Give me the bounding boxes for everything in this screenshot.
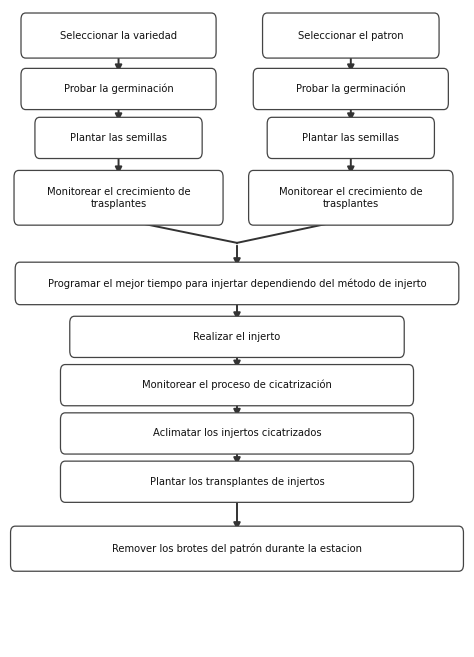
Text: Probar la germinación: Probar la germinación — [64, 83, 173, 94]
Text: Realizar el injerto: Realizar el injerto — [193, 332, 281, 342]
FancyBboxPatch shape — [248, 170, 453, 225]
Text: Monitorear el crecimiento de
trasplantes: Monitorear el crecimiento de trasplantes — [279, 187, 423, 208]
FancyBboxPatch shape — [15, 262, 459, 305]
FancyBboxPatch shape — [263, 13, 439, 58]
FancyBboxPatch shape — [35, 118, 202, 158]
FancyBboxPatch shape — [10, 526, 464, 571]
Text: Seleccionar la variedad: Seleccionar la variedad — [60, 30, 177, 41]
FancyBboxPatch shape — [61, 413, 413, 454]
FancyBboxPatch shape — [21, 68, 216, 110]
Text: Remover los brotes del patrón durante la estacion: Remover los brotes del patrón durante la… — [112, 543, 362, 554]
FancyBboxPatch shape — [253, 68, 448, 110]
Text: Plantar los transplantes de injertos: Plantar los transplantes de injertos — [150, 477, 324, 487]
FancyBboxPatch shape — [21, 13, 216, 58]
FancyBboxPatch shape — [61, 365, 413, 406]
Text: Plantar las semillas: Plantar las semillas — [70, 133, 167, 143]
FancyBboxPatch shape — [61, 461, 413, 503]
FancyBboxPatch shape — [70, 316, 404, 357]
Text: Probar la germinación: Probar la germinación — [296, 83, 406, 94]
FancyBboxPatch shape — [267, 118, 434, 158]
Text: Seleccionar el patron: Seleccionar el patron — [298, 30, 404, 41]
Text: Plantar las semillas: Plantar las semillas — [302, 133, 399, 143]
FancyBboxPatch shape — [14, 170, 223, 225]
Text: Monitorear el crecimiento de
trasplantes: Monitorear el crecimiento de trasplantes — [47, 187, 191, 208]
Text: Aclimatar los injertos cicatrizados: Aclimatar los injertos cicatrizados — [153, 428, 321, 438]
Text: Programar el mejor tiempo para injertar dependiendo del método de injerto: Programar el mejor tiempo para injertar … — [48, 278, 426, 288]
Text: Monitorear el proceso de cicatrización: Monitorear el proceso de cicatrización — [142, 380, 332, 390]
